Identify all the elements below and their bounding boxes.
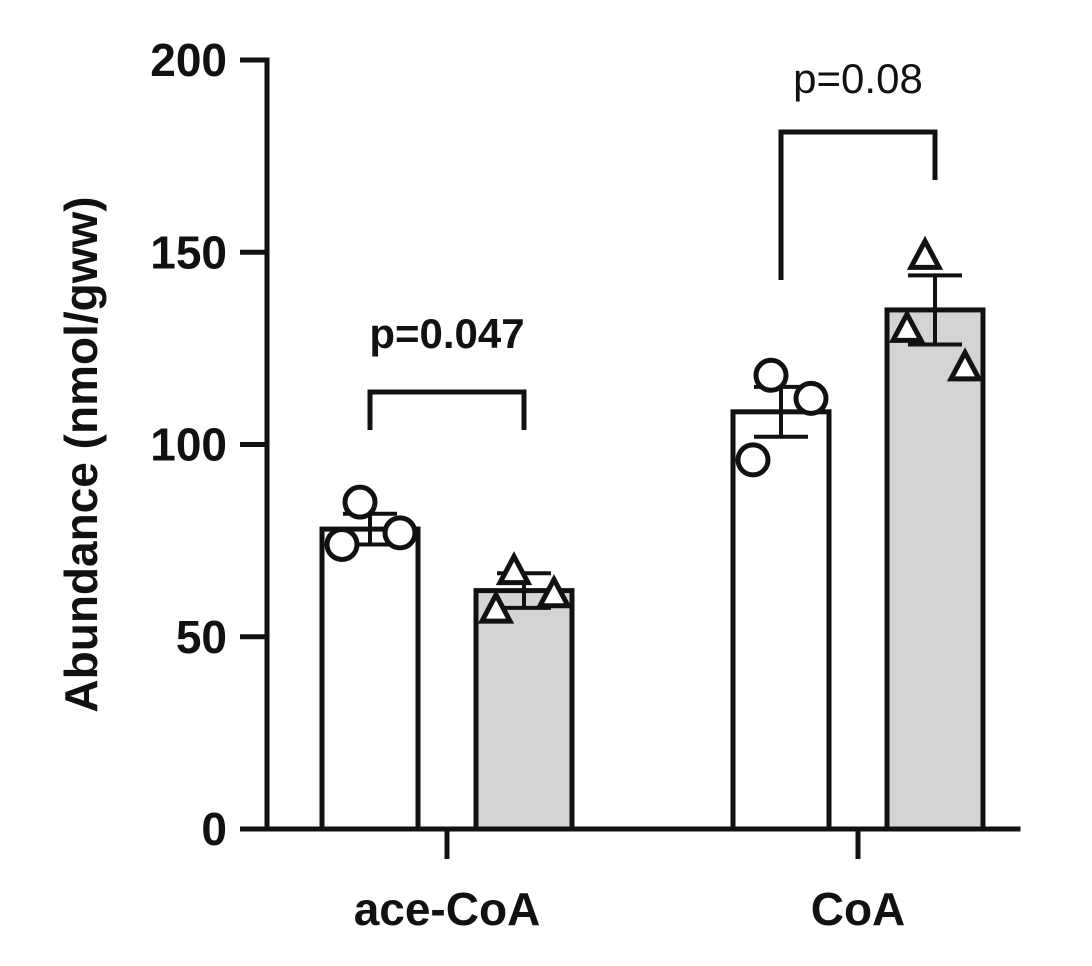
data-point: [477, 589, 515, 624]
data-point: [906, 235, 944, 270]
data-point: [735, 442, 771, 478]
data-point: [753, 357, 789, 393]
bar: [473, 588, 575, 832]
y-tick-label: 200: [150, 34, 227, 86]
y-axis-label: Abundance (nmol/gww): [55, 196, 107, 712]
p-value-annotation: p=0.047: [369, 310, 524, 357]
x-tick-label: CoA: [811, 883, 906, 935]
bar: [319, 526, 421, 832]
bar: [730, 409, 832, 832]
y-tick-label: 100: [150, 419, 227, 471]
data-point: [946, 347, 984, 382]
data-point: [382, 515, 418, 551]
data-point: [324, 526, 360, 562]
p-value-annotation: p=0.08: [793, 55, 923, 102]
data-point: [342, 484, 378, 520]
data-point: [793, 380, 829, 416]
data-point: [888, 308, 926, 343]
y-tick-label: 150: [150, 226, 227, 278]
data-point: [535, 574, 573, 609]
y-tick-label: 50: [176, 611, 227, 663]
x-tick-label: ace-CoA: [354, 883, 541, 935]
significance-bracket: [367, 389, 527, 430]
bar: [884, 307, 986, 832]
y-tick-label: 0: [201, 803, 227, 855]
significance-bracket: [778, 129, 938, 280]
data-point: [495, 551, 533, 586]
